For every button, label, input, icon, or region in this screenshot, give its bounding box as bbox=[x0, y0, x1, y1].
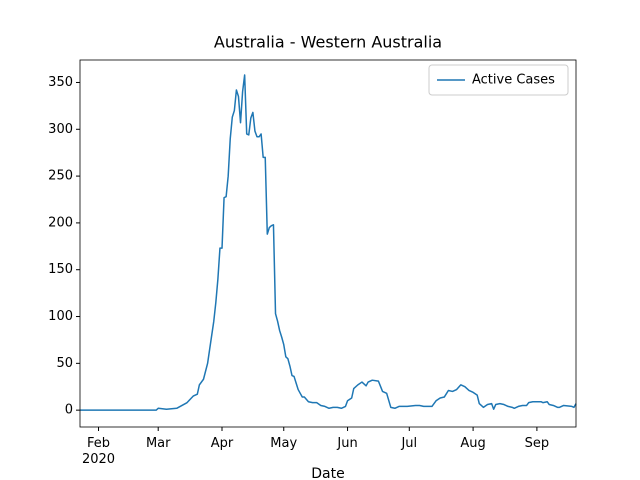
plot-frame bbox=[79, 59, 577, 428]
x-tick-label: Jul bbox=[400, 436, 417, 451]
x-tick-label: May bbox=[270, 436, 297, 451]
legend-label: Active Cases bbox=[472, 73, 555, 88]
chart-title: Australia - Western Australia bbox=[214, 33, 442, 52]
x-tick-label: Apr bbox=[211, 436, 234, 451]
y-tick-label: 350 bbox=[48, 75, 73, 90]
x-tick-label: Jun bbox=[336, 436, 357, 451]
legend-box bbox=[428, 64, 569, 96]
x-tick-label: Mar bbox=[146, 436, 171, 451]
y-tick-label: 300 bbox=[48, 122, 73, 137]
y-tick-label: 200 bbox=[48, 215, 73, 230]
x-tick-label: Aug bbox=[460, 436, 485, 451]
x-axis-label: Date bbox=[311, 466, 344, 480]
y-tick-label: 0 bbox=[65, 403, 73, 418]
x-tick-label: Feb 2020 bbox=[82, 436, 115, 467]
x-tick-label: Sep bbox=[525, 436, 550, 451]
y-tick-label: 50 bbox=[56, 356, 73, 371]
data-line bbox=[80, 74, 577, 411]
y-tick-label: 150 bbox=[48, 262, 73, 277]
y-tick-label: 100 bbox=[48, 309, 73, 324]
y-tick-label: 250 bbox=[48, 169, 73, 184]
